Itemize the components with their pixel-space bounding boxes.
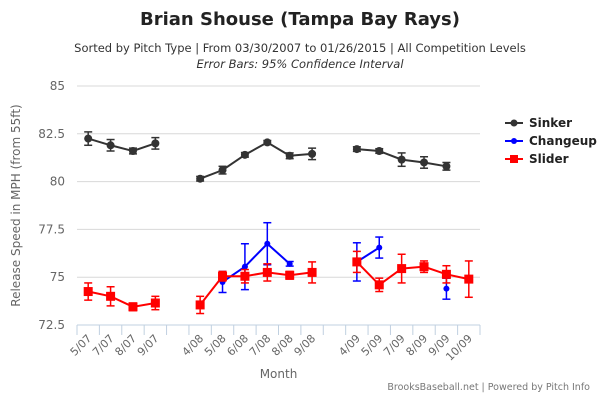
legend-item-changeup[interactable]: Changeup bbox=[505, 132, 597, 150]
slider-point bbox=[352, 257, 362, 267]
legend-item-sinker[interactable]: Sinker bbox=[505, 114, 597, 132]
changeup-point bbox=[443, 285, 450, 292]
sinker-line bbox=[199, 141, 313, 180]
slider-point bbox=[374, 280, 384, 290]
slider-point bbox=[218, 271, 228, 281]
sinker-point bbox=[128, 147, 137, 156]
y-tick-label: 72.5 bbox=[38, 318, 65, 332]
slider-point bbox=[419, 262, 429, 272]
slider-point bbox=[262, 267, 272, 277]
sinker-point bbox=[308, 149, 317, 158]
sinker-point bbox=[151, 139, 160, 148]
changeup-point bbox=[376, 244, 383, 251]
x-tick-label: 5/09 bbox=[359, 332, 386, 359]
slider-point bbox=[195, 300, 205, 310]
legend-label: Slider bbox=[529, 152, 569, 166]
sinker-point bbox=[442, 162, 451, 171]
x-tick-label: 5/08 bbox=[202, 332, 229, 359]
y-axis-title: Release Speed in MPH (from 55ft) bbox=[9, 104, 23, 306]
sinker-point bbox=[240, 150, 249, 159]
legend-label: Changeup bbox=[529, 134, 597, 148]
slider-point bbox=[285, 270, 295, 280]
sinker-point bbox=[285, 151, 294, 160]
y-tick-label: 75 bbox=[50, 270, 65, 284]
y-tick-label: 77.5 bbox=[38, 222, 65, 236]
changeup-legend-icon bbox=[505, 138, 523, 144]
legend: Sinker Changeup Slider bbox=[505, 114, 597, 168]
slider-point bbox=[240, 271, 250, 281]
sinker-point bbox=[84, 134, 93, 143]
x-axis-title: Month bbox=[260, 367, 298, 381]
y-tick-label: 82.5 bbox=[38, 127, 65, 141]
changeup-line bbox=[221, 242, 291, 283]
sinker-legend-icon bbox=[505, 119, 523, 127]
x-tick-label: 7/08 bbox=[247, 332, 274, 359]
x-tick-label: 8/09 bbox=[403, 332, 430, 359]
legend-label: Sinker bbox=[529, 116, 573, 130]
slider-point bbox=[464, 274, 474, 284]
x-tick-label: 9/07 bbox=[135, 332, 162, 359]
slider-point bbox=[83, 287, 93, 297]
x-tick-label: 8/08 bbox=[269, 332, 296, 359]
legend-item-slider[interactable]: Slider bbox=[505, 150, 597, 168]
slider-legend-icon bbox=[505, 155, 523, 163]
chart-title: Brian Shouse (Tampa Bay Rays) bbox=[140, 9, 460, 30]
changeup-point bbox=[286, 260, 293, 267]
slider-line bbox=[356, 261, 470, 287]
changeup-point bbox=[264, 240, 271, 247]
x-tick-label: 4/08 bbox=[180, 332, 207, 359]
sinker-point bbox=[218, 166, 227, 175]
x-tick-label: 7/09 bbox=[381, 332, 408, 359]
y-tick-label: 85 bbox=[50, 79, 65, 93]
changeup-point bbox=[241, 263, 248, 270]
x-tick-label: 8/07 bbox=[112, 332, 139, 359]
y-tick-label: 80 bbox=[50, 175, 65, 189]
slider-point bbox=[150, 298, 160, 308]
x-tick-label: 4/09 bbox=[336, 332, 363, 359]
sinker-point bbox=[106, 141, 115, 150]
sinker-point bbox=[263, 138, 272, 147]
chart-subtitle: Sorted by Pitch Type | From 03/30/2007 t… bbox=[74, 41, 526, 55]
sinker-point bbox=[196, 174, 205, 183]
sinker-point bbox=[420, 158, 429, 167]
sinker-point bbox=[397, 155, 406, 164]
x-tick-label: 6/08 bbox=[224, 332, 251, 359]
slider-point bbox=[307, 267, 317, 277]
slider-point bbox=[106, 291, 116, 301]
credit-text: BrooksBaseball.net | Powered by Pitch In… bbox=[387, 382, 590, 393]
slider-point bbox=[397, 264, 407, 274]
x-tick-label: 9/08 bbox=[292, 332, 319, 359]
slider-point bbox=[128, 302, 138, 312]
sinker-point bbox=[375, 147, 384, 156]
sinker-point bbox=[352, 145, 361, 154]
x-tick-label: 5/07 bbox=[68, 332, 95, 359]
error-bars-note: Error Bars: 95% Confidence Interval bbox=[196, 57, 404, 71]
sinker-line bbox=[87, 137, 156, 153]
slider-line bbox=[87, 290, 156, 308]
x-tick-label: 7/07 bbox=[90, 332, 117, 359]
slider-point bbox=[441, 269, 451, 279]
